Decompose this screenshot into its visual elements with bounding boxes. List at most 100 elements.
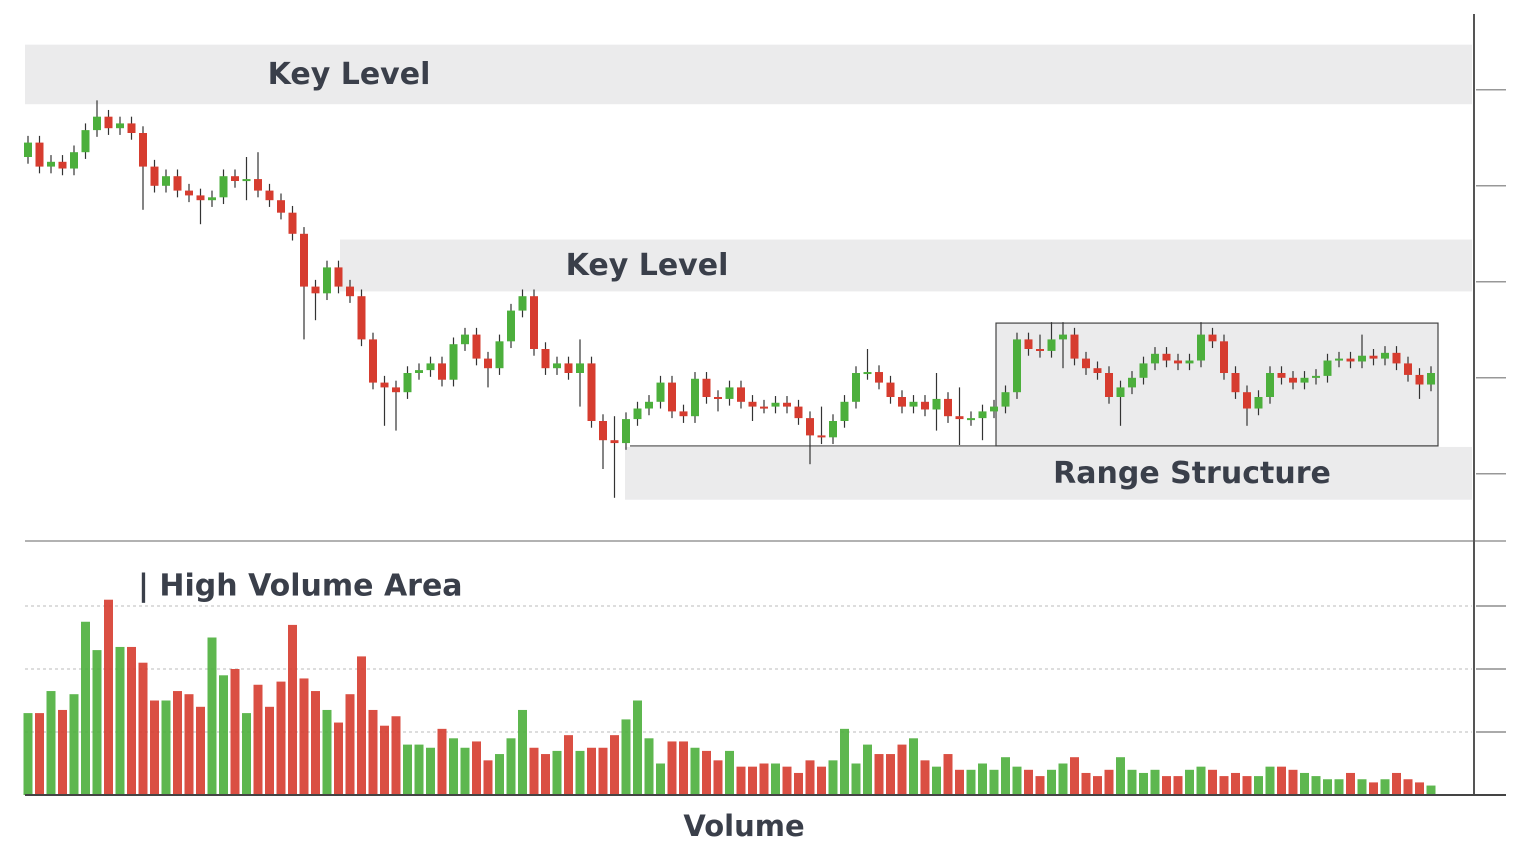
candle-body <box>541 349 550 369</box>
volume-bar <box>1357 779 1367 795</box>
volume-bar <box>1139 772 1148 795</box>
volume-bar <box>759 763 769 795</box>
candle-body <box>990 406 998 412</box>
candle-body <box>1082 358 1090 369</box>
volume-bar <box>1426 785 1436 795</box>
volume-bar <box>1415 782 1424 795</box>
key-level-zone <box>340 239 1472 292</box>
candle-body <box>472 334 481 359</box>
candle-body <box>70 152 78 169</box>
candle-body <box>242 179 251 182</box>
volume-bar <box>138 662 148 795</box>
volume-bar <box>1058 763 1068 795</box>
volume-bar <box>932 766 941 795</box>
volume-bar <box>506 738 516 795</box>
candle-body <box>47 161 55 167</box>
candle-body <box>369 339 377 383</box>
candle-body <box>1116 387 1125 397</box>
zone-label: Key Level <box>566 248 729 283</box>
volume-bar <box>771 763 780 795</box>
volume-bar <box>265 706 274 795</box>
candle-body <box>1208 334 1217 342</box>
volume-bar <box>35 713 44 795</box>
volume-bar <box>656 763 665 795</box>
candle-body <box>1047 339 1056 351</box>
volume-bar <box>299 678 309 795</box>
candle-body <box>737 387 745 402</box>
volume-bar <box>909 738 918 795</box>
volume-bar <box>1162 776 1171 795</box>
volume-bar <box>1070 757 1079 795</box>
candle-body <box>668 382 676 412</box>
candle-body <box>518 296 527 311</box>
candle-body <box>449 344 458 380</box>
candle-body <box>553 363 561 369</box>
key-level-zone <box>625 446 1472 500</box>
candle-body <box>1415 374 1424 385</box>
candle-body <box>1001 392 1010 407</box>
volume-bar <box>1403 779 1413 795</box>
candle-body <box>1151 353 1159 364</box>
volume-bar <box>598 747 608 795</box>
volume-bar <box>322 709 332 795</box>
candle-body <box>24 142 32 157</box>
volume-bar <box>1242 776 1252 795</box>
volume-bar <box>1288 769 1298 795</box>
candle-body <box>817 435 826 438</box>
volume-annotation: | High Volume Area <box>138 569 463 604</box>
candle-body <box>323 267 331 294</box>
key-level-zone <box>25 44 1472 105</box>
volume-bar <box>736 766 746 795</box>
volume-bar <box>564 735 573 795</box>
volume-bar <box>1346 772 1355 795</box>
volume-bar <box>472 741 481 795</box>
candle-body <box>863 372 872 375</box>
candle-body <box>254 179 262 191</box>
candle-body <box>208 197 216 201</box>
candle-body <box>679 411 688 417</box>
volume-bar <box>173 691 182 795</box>
candle-body <box>311 286 320 294</box>
volume-bar <box>1035 776 1045 795</box>
volume-bar <box>702 750 711 795</box>
volume-bar <box>748 766 757 795</box>
volume-bar <box>23 713 33 795</box>
volume-bar <box>46 691 56 795</box>
volume-bar <box>1380 779 1390 795</box>
volume-bar <box>966 769 976 795</box>
candle-body <box>1427 373 1435 385</box>
candle-body <box>1059 334 1067 340</box>
candle-body <box>1404 363 1412 375</box>
candle-body <box>944 398 952 417</box>
candle-body <box>484 358 492 369</box>
candle-body <box>530 296 538 349</box>
volume-bar <box>92 650 102 795</box>
candle-body <box>1277 373 1286 378</box>
candle-body <box>1289 377 1297 383</box>
volume-bar <box>805 760 815 795</box>
volume-bar <box>1334 779 1344 795</box>
candle-body <box>610 440 619 444</box>
volume-bar <box>150 700 159 795</box>
volume-bar <box>886 754 895 795</box>
candle-body <box>932 398 941 410</box>
candle-body <box>909 401 918 407</box>
candle-body <box>840 401 849 421</box>
volume-bar <box>1277 766 1286 795</box>
volume-bar <box>334 722 343 795</box>
candle-body <box>173 176 182 191</box>
candle-body <box>300 233 308 287</box>
candle-body <box>771 402 780 407</box>
volume-bar <box>633 700 642 795</box>
candle-body <box>288 212 297 234</box>
candle-body <box>1105 373 1113 397</box>
volume-bar <box>1254 776 1263 795</box>
candle-body <box>633 408 642 420</box>
candle-body <box>162 176 170 186</box>
volume-bar <box>288 624 297 795</box>
candle-body <box>898 397 906 407</box>
candle-body <box>58 161 67 169</box>
candle-body <box>116 123 124 129</box>
volume-bar <box>644 738 654 795</box>
candle-body <box>265 190 274 201</box>
